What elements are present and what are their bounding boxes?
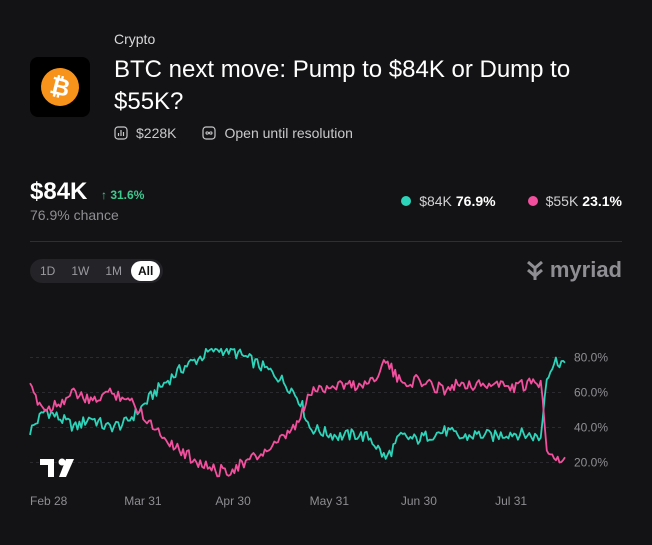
legend-dot <box>527 196 538 206</box>
series-line-55k <box>29 359 566 478</box>
volume-chart-icon <box>114 126 128 140</box>
y-tick-label: 60.0% <box>574 386 608 400</box>
tab-1d[interactable]: 1D <box>40 264 56 278</box>
time-range-tabs: 1D 1W 1M All <box>30 259 164 283</box>
legend-dot <box>401 196 412 206</box>
market-status: Open until resolution <box>224 125 353 141</box>
x-tick-label: Mar 31 <box>124 494 162 508</box>
legend-label: $55K <box>545 193 579 209</box>
y-tick-label: 40.0% <box>574 421 608 435</box>
y-tick-label: 80.0% <box>574 351 608 365</box>
brand-logo: myriad <box>524 257 622 283</box>
legend-pct: 23.1% <box>582 193 622 209</box>
x-tick-label: Jul 31 <box>495 494 527 508</box>
market-title: BTC next move: Pump to $84K or Dump to $… <box>114 56 571 115</box>
price-history-chart[interactable]: 80.0% 60.0% 40.0% 20.0% Feb 28 Mar 31 Apr 30 Ma… <box>0 330 652 545</box>
x-tick-label: Feb 28 <box>30 494 68 508</box>
market-logo: ₿ <box>30 57 90 117</box>
price-change: ↑ 31.6% <box>101 188 145 202</box>
y-tick-label: 20.0% <box>574 456 608 470</box>
divider <box>30 241 622 242</box>
resolution-icon <box>202 126 217 140</box>
legend-item-84k: $84K 76.9% <box>401 193 496 209</box>
brand-name: myriad <box>549 257 622 282</box>
outcome-legend: $84K 76.9% $55K 23.1% <box>401 193 622 209</box>
market-meta: $228K Open until resolution <box>114 125 353 141</box>
tab-1m[interactable]: 1M <box>105 264 123 278</box>
tradingview-logo-icon <box>40 458 74 477</box>
x-tick-label: Apr 30 <box>215 494 251 508</box>
outcome-chance: 76.9% chance <box>30 207 119 223</box>
market-category[interactable]: Crypto <box>114 31 156 47</box>
legend-pct: 76.9% <box>455 193 496 209</box>
tab-all[interactable]: All <box>131 261 161 281</box>
market-volume: $228K <box>136 125 177 141</box>
series-line-84k <box>29 347 566 460</box>
bitcoin-icon: ₿ <box>36 63 84 111</box>
x-tick-label: May 31 <box>310 494 350 508</box>
leading-outcome-price: $84K <box>30 178 88 205</box>
tab-1w[interactable]: 1W <box>71 264 90 278</box>
myriad-logo-icon <box>524 258 546 282</box>
x-tick-label: Jun 30 <box>401 494 437 508</box>
legend-label: $84K <box>419 193 452 209</box>
legend-item-55k: $55K 23.1% <box>527 193 622 209</box>
